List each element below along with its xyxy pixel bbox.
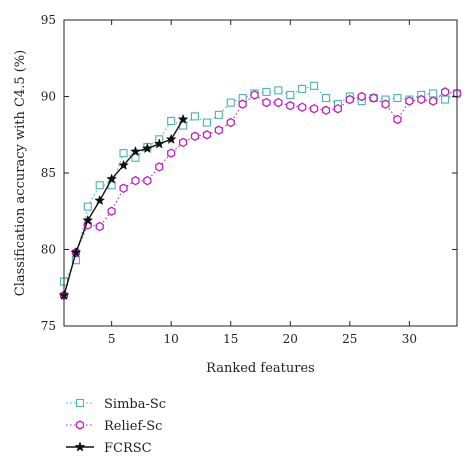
data-point (321, 105, 331, 116)
x-tick-label: 5 (108, 332, 116, 346)
data-point (143, 175, 152, 186)
series-simba-sc (59, 81, 462, 286)
data-point (118, 159, 129, 170)
data-point (119, 183, 128, 194)
data-point (95, 221, 104, 232)
data-point (357, 91, 366, 102)
data-point (106, 173, 118, 184)
series-relief-sc (59, 87, 462, 301)
data-point (83, 202, 92, 211)
data-point (274, 86, 283, 95)
data-point (405, 96, 414, 106)
data-point (262, 97, 271, 108)
legend: Simba-Sc Relief-Sc FCRSC (66, 397, 166, 456)
data-point (107, 206, 116, 217)
series-line (63, 85, 458, 282)
y-tick-label: 75 (41, 319, 56, 333)
data-point (130, 145, 141, 157)
legend-marker (75, 420, 85, 430)
data-point (298, 84, 307, 93)
legend-label: Relief-Sc (104, 419, 162, 434)
data-point (417, 94, 426, 105)
legend-marker (74, 441, 86, 452)
legend-item: Simba-Sc (66, 397, 166, 412)
data-point (381, 99, 390, 109)
data-point (190, 112, 200, 121)
data-point (214, 125, 223, 135)
data-point (178, 137, 188, 148)
data-point (440, 87, 450, 97)
series-layer (58, 81, 462, 301)
y-axis: 75 80 85 90 95 (41, 13, 457, 333)
data-point (202, 129, 212, 140)
series-line (63, 91, 458, 296)
data-point (250, 90, 259, 100)
y-tick-label: 85 (41, 166, 56, 180)
data-point (167, 116, 176, 126)
x-tick-label: 20 (283, 332, 298, 346)
plot-frame (63, 19, 458, 327)
data-point (262, 87, 271, 96)
legend-marker (75, 398, 85, 408)
data-point (286, 100, 295, 111)
data-point (321, 93, 331, 103)
x-tick-label: 30 (402, 332, 417, 346)
data-point (190, 131, 200, 142)
data-point (141, 142, 153, 154)
data-point (429, 89, 438, 98)
x-tick-label: 25 (342, 332, 357, 346)
data-point (429, 96, 438, 106)
x-tick-label: 15 (223, 332, 238, 346)
data-point (95, 181, 104, 190)
data-point (274, 97, 283, 108)
series-line (63, 119, 184, 296)
data-point (286, 90, 295, 100)
data-point (333, 103, 343, 114)
data-point (226, 117, 235, 128)
data-point (238, 99, 247, 109)
data-point (369, 93, 378, 103)
data-point (310, 81, 319, 90)
data-point (345, 94, 354, 105)
legend-item: FCRSC (66, 441, 152, 456)
legend-label: FCRSC (104, 441, 152, 456)
data-point (226, 98, 235, 107)
legend-label: Simba-Sc (104, 397, 166, 412)
data-point (82, 214, 94, 226)
data-point (393, 114, 402, 125)
x-axis-label: Ranked features (206, 361, 315, 376)
data-point (298, 102, 307, 112)
y-tick-label: 95 (41, 13, 56, 27)
data-point (94, 194, 106, 206)
data-point (214, 110, 223, 119)
data-point (153, 138, 165, 149)
y-axis-label: Classification accuracy with C4.5 (%) (13, 50, 28, 296)
series-fcrsc (58, 113, 189, 301)
data-point (165, 133, 177, 144)
data-point (441, 95, 450, 104)
data-point (155, 162, 164, 172)
data-point (70, 246, 82, 258)
x-axis: 5 10 15 20 25 30 (108, 20, 417, 346)
data-point (119, 149, 128, 158)
data-point (177, 113, 189, 125)
data-point (309, 103, 319, 114)
data-point (393, 93, 402, 103)
data-point (202, 118, 211, 127)
y-tick-label: 80 (41, 243, 56, 257)
data-point (131, 175, 140, 186)
y-tick-label: 90 (41, 90, 56, 104)
legend-item: Relief-Sc (66, 419, 162, 434)
x-tick-label: 10 (164, 332, 179, 346)
data-point (167, 148, 176, 158)
data-point (131, 153, 140, 162)
